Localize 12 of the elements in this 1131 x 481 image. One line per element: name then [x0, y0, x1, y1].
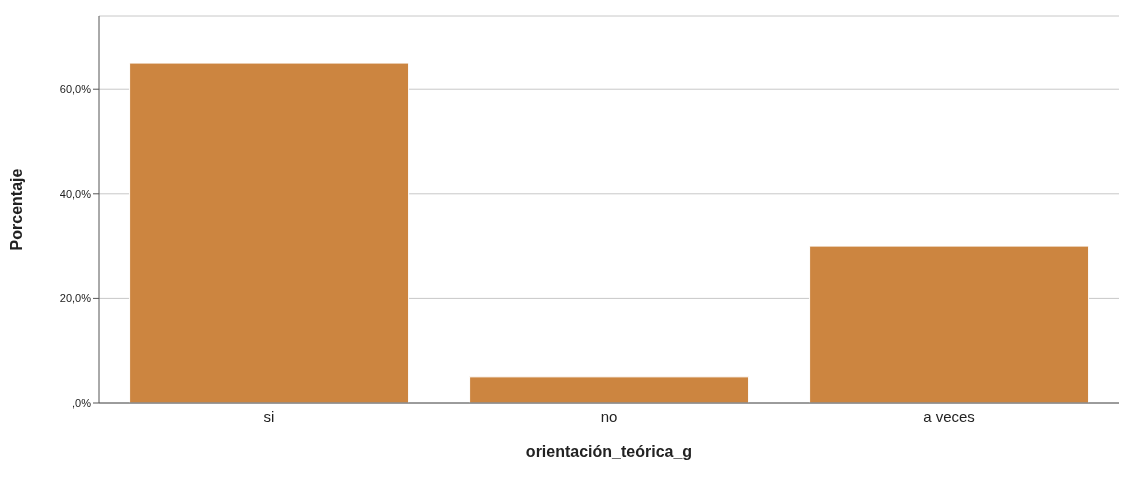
x-tick-label: si	[263, 407, 275, 425]
y-tick-label: 40,0%	[59, 187, 92, 200]
bar	[469, 376, 750, 403]
y-tick-label: 20,0%	[59, 292, 92, 305]
bar	[809, 245, 1090, 403]
x-tick-label: a veces	[923, 407, 975, 425]
x-axis-title: orientación_teórica_g	[525, 443, 693, 460]
bar	[129, 62, 410, 403]
x-tick-label: no	[600, 407, 618, 425]
y-tick-label: 60,0%	[59, 83, 92, 96]
y-tick-label: ,0%	[72, 396, 92, 409]
y-axis-title: Porcentaje	[7, 168, 25, 251]
